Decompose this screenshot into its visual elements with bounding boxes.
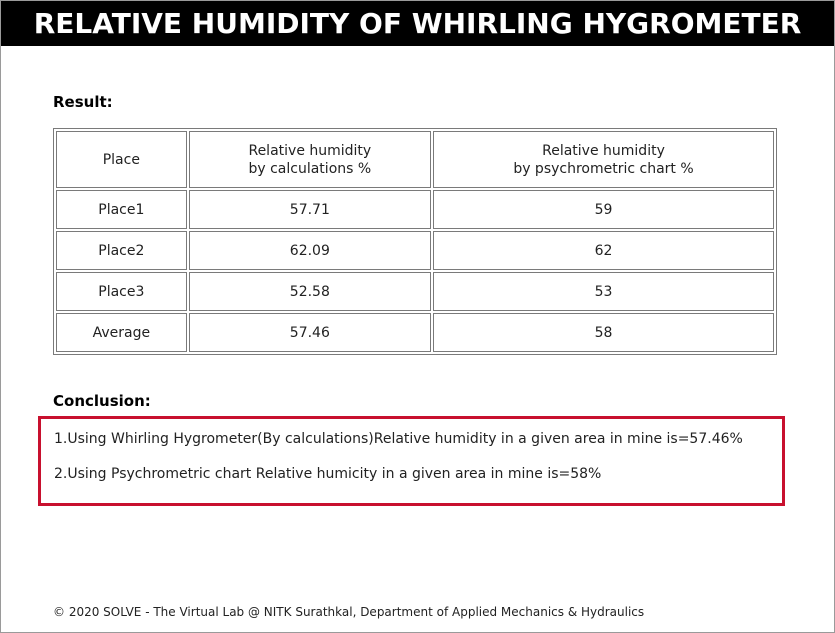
cell-place: Place1 — [56, 190, 187, 229]
header-chart-line2: by psychrometric chart % — [513, 160, 694, 177]
cell-chart: 58 — [433, 313, 774, 352]
cell-place: Average — [56, 313, 187, 352]
conclusion-line-1: 1.Using Whirling Hygrometer(By calculati… — [54, 431, 743, 447]
cell-calc: 62.09 — [188, 231, 431, 270]
cell-calc: 57.46 — [188, 313, 431, 352]
cell-chart: 62 — [433, 231, 774, 270]
result-heading: Result: — [53, 93, 113, 111]
result-table: Place Relative humidity by calculations … — [53, 128, 777, 355]
cell-chart: 53 — [433, 272, 774, 311]
conclusion-box: 1.Using Whirling Hygrometer(By calculati… — [38, 416, 785, 506]
table-header-row: Place Relative humidity by calculations … — [56, 131, 774, 188]
page-title: RELATIVE HUMIDITY OF WHIRLING HYGROMETER — [1, 1, 834, 46]
cell-place: Place2 — [56, 231, 187, 270]
header-place: Place — [56, 131, 187, 188]
header-calc: Relative humidity by calculations % — [188, 131, 431, 188]
conclusion-heading: Conclusion: — [53, 392, 151, 410]
table-row: Place2 62.09 62 — [56, 231, 774, 270]
header-chart-line1: Relative humidity — [542, 142, 665, 159]
header-place-label: Place — [102, 151, 140, 168]
table-row: Place3 52.58 53 — [56, 272, 774, 311]
cell-place: Place3 — [56, 272, 187, 311]
footer-copyright: © 2020 SOLVE - The Virtual Lab @ NITK Su… — [53, 605, 645, 619]
header-calc-line2: by calculations % — [248, 160, 372, 177]
header-chart: Relative humidity by psychrometric chart… — [433, 131, 774, 188]
cell-calc: 52.58 — [188, 272, 431, 311]
cell-calc: 57.71 — [188, 190, 431, 229]
table-row: Average 57.46 58 — [56, 313, 774, 352]
header-calc-line1: Relative humidity — [248, 142, 372, 159]
conclusion-line-2: 2.Using Psychrometric chart Relative hum… — [54, 466, 602, 482]
table-row: Place1 57.71 59 — [56, 190, 774, 229]
cell-chart: 59 — [433, 190, 774, 229]
